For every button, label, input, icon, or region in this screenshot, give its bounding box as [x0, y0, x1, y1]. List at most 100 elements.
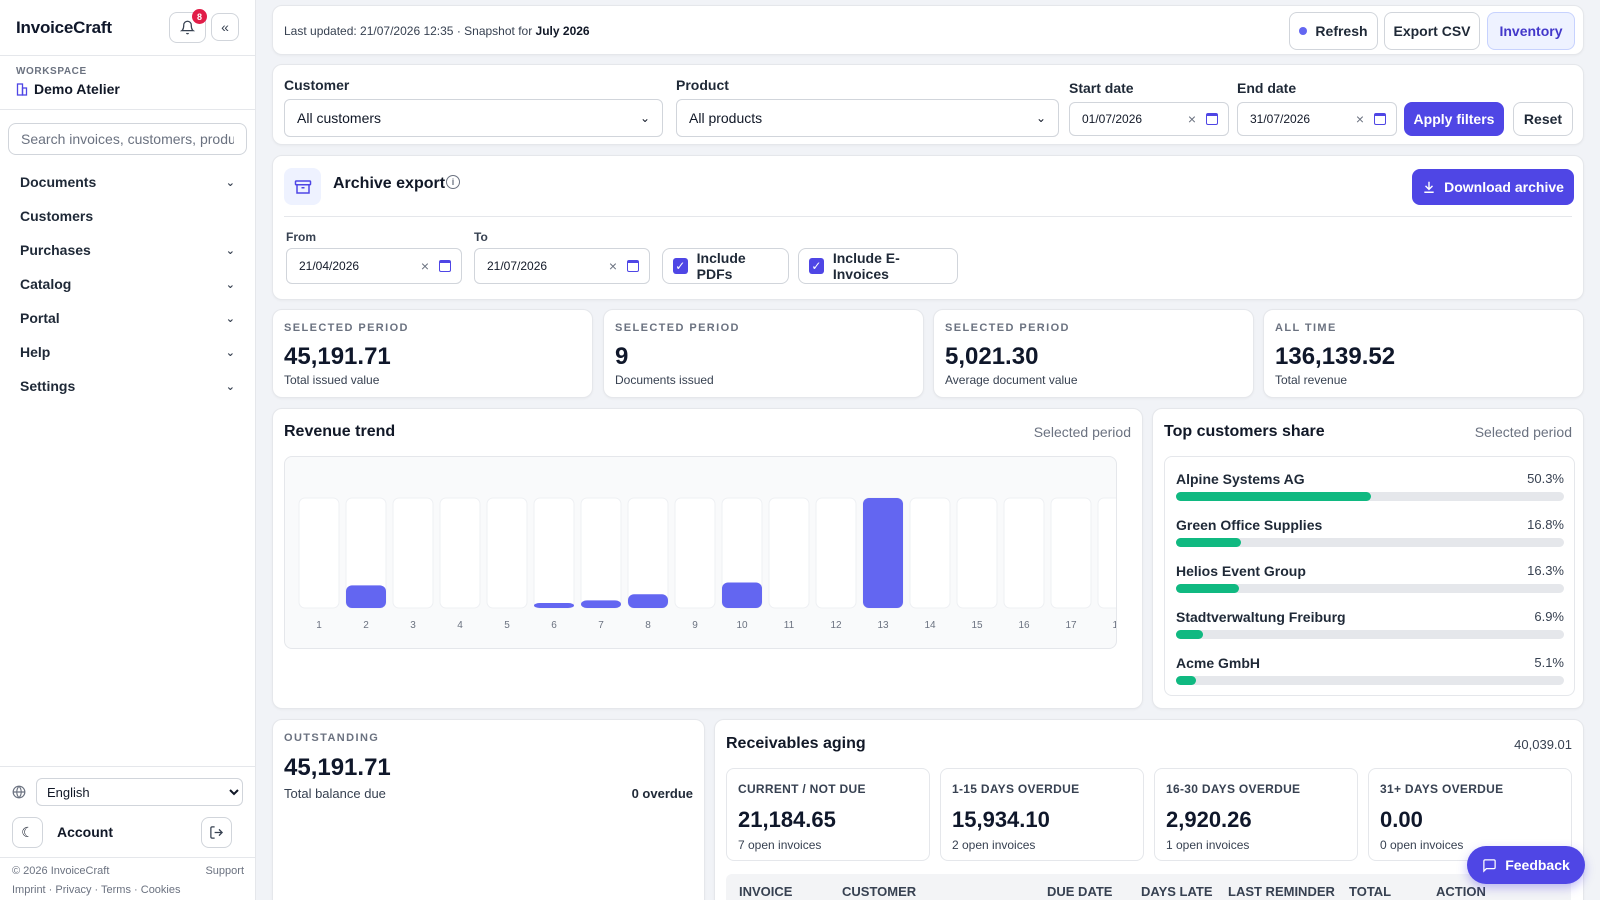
collapse-sidebar-button[interactable]: « [211, 13, 239, 41]
notifications-button[interactable]: 8 [169, 9, 207, 43]
archive-from-input[interactable]: 21/04/2026 × [286, 248, 462, 284]
calendar-icon[interactable] [1206, 113, 1218, 125]
customer-share-pct: 5.1% [1534, 655, 1564, 670]
aging-bucket-16-30: 16-30 DAYS OVERDUE 2,920.26 1 open invoi… [1154, 768, 1358, 861]
share-bar-track [1176, 676, 1564, 685]
revenue-bar-7[interactable] [581, 600, 621, 608]
nav-item-catalog[interactable]: Catalog ⌄ [0, 267, 255, 301]
x-tick-label: 15 [971, 620, 983, 631]
col-customer[interactable]: CUSTOMER [842, 884, 917, 899]
building-icon [16, 82, 28, 96]
clear-icon[interactable]: × [1187, 111, 1196, 127]
revenue-bar-2[interactable] [346, 585, 386, 608]
bar-track [1050, 497, 1092, 609]
share-bar-fill [1176, 492, 1372, 501]
sidebar: InvoiceCraft 8 « WORKSPACE Demo Atelier … [0, 0, 256, 900]
workspace-switcher[interactable]: WORKSPACE Demo Atelier [0, 56, 255, 110]
support-link[interactable]: Support [205, 865, 244, 877]
x-tick-label: 18 [1112, 620, 1117, 631]
customer-select[interactable]: All customers ⌄ [284, 99, 663, 137]
kpi-value: 136,139.52 [1275, 343, 1396, 370]
checkmark-icon: ✓ [673, 258, 688, 274]
end-date-input[interactable]: 31/07/2026 × [1237, 102, 1397, 136]
nav-item-label: Portal [20, 310, 60, 326]
kpi-card-total-issued: SELECTED PERIOD 45,191.71 Total issued v… [272, 309, 593, 398]
theme-toggle-button[interactable]: ☾ [12, 816, 43, 848]
archive-title: Archive export [333, 175, 446, 192]
chevron-down-icon: ⌄ [1035, 111, 1046, 125]
account-link[interactable]: Account [57, 824, 113, 840]
include-pdfs-checkbox[interactable]: ✓ Include PDFs [662, 248, 789, 284]
clear-icon[interactable]: × [420, 258, 429, 274]
col-action[interactable]: ACTION [1436, 884, 1486, 899]
apply-filters-button[interactable]: Apply filters [1404, 102, 1504, 136]
col-days-late[interactable]: DAYS LATE [1141, 884, 1213, 899]
customer-share-item: Stadtverwaltung Freiburg 6.9% [1176, 609, 1564, 639]
export-csv-button[interactable]: Export CSV [1384, 12, 1480, 50]
global-search-input[interactable] [8, 123, 247, 155]
nav-item-portal[interactable]: Portal ⌄ [0, 301, 255, 335]
calendar-icon[interactable] [627, 260, 639, 272]
col-due-date[interactable]: DUE DATE [1047, 884, 1113, 899]
feedback-button[interactable]: Feedback [1467, 846, 1585, 884]
clear-icon[interactable]: × [1355, 111, 1364, 127]
feedback-label: Feedback [1505, 857, 1570, 873]
sidebar-footer: © 2026 InvoiceCraft Support Imprint · Pri… [0, 857, 256, 900]
calendar-icon[interactable] [439, 260, 451, 272]
aging-title: Receivables aging [726, 735, 866, 752]
revenue-bar-8[interactable] [628, 594, 668, 608]
archive-to-input[interactable]: 21/07/2026 × [474, 248, 650, 284]
share-bar-track [1176, 538, 1564, 547]
revenue-bar-10[interactable] [722, 582, 762, 608]
nav-item-settings[interactable]: Settings ⌄ [0, 369, 255, 403]
x-tick-label: 11 [784, 620, 795, 631]
start-date-input[interactable]: 01/07/2026 × [1069, 102, 1229, 136]
nav-item-documents[interactable]: Documents ⌄ [0, 165, 255, 199]
customer-name: Helios Event Group [1176, 563, 1306, 579]
revenue-bar-6[interactable] [534, 603, 574, 608]
filters-panel: Customer All customers ⌄ Product All prod… [272, 64, 1584, 145]
bar-track [533, 497, 575, 609]
revenue-chart: 123456789101112131415161718 [284, 456, 1117, 649]
info-icon[interactable]: i [446, 175, 460, 189]
download-archive-button[interactable]: Download archive [1412, 169, 1574, 205]
archive-icon-wrap [284, 168, 321, 205]
nav-item-label: Help [20, 344, 51, 360]
brand-logo[interactable]: InvoiceCraft [16, 17, 112, 37]
chevron-down-icon: ⌄ [639, 111, 650, 125]
customer-select-value: All customers [297, 110, 382, 126]
col-total[interactable]: TOTAL [1349, 884, 1392, 899]
aging-bucket-value: 21,184.65 [738, 807, 836, 832]
revenue-bar-13[interactable] [863, 498, 903, 608]
calendar-icon[interactable] [1374, 113, 1386, 125]
start-date-label: Start date [1069, 80, 1134, 96]
product-select[interactable]: All products ⌄ [676, 99, 1059, 137]
reset-filters-button[interactable]: Reset [1513, 102, 1573, 136]
last-updated-text: Last updated: 21/07/2026 12:35 · Snapsho… [284, 24, 590, 38]
clear-icon[interactable]: × [608, 258, 617, 274]
sidebar-bottom: English ☾ Account © 2026 InvoiceCraft Sup… [0, 766, 256, 900]
include-einvoices-checkbox[interactable]: ✓ Include E-Invoices [798, 248, 958, 284]
moon-icon: ☾ [21, 823, 34, 840]
col-invoice[interactable]: INVOICE [739, 884, 793, 899]
customer-share-item: Green Office Supplies 16.8% [1176, 517, 1564, 547]
footer-links[interactable]: Imprint · Privacy · Terms · Cookies [12, 884, 181, 896]
nav-item-customers[interactable]: Customers [0, 199, 255, 233]
col-last-reminder[interactable]: LAST REMINDER [1228, 884, 1335, 899]
refresh-button[interactable]: Refresh [1289, 12, 1378, 50]
customer-share-item: Acme GmbH 5.1% [1176, 655, 1564, 685]
download-icon [1424, 181, 1434, 193]
kpi-sub: Average document value [945, 373, 1078, 387]
nav-item-help[interactable]: Help ⌄ [0, 335, 255, 369]
bar-track [909, 497, 951, 609]
inventory-button[interactable]: Inventory [1487, 12, 1575, 50]
download-label: Download archive [1444, 179, 1564, 195]
logout-button[interactable] [201, 816, 232, 848]
nav-item-label: Purchases [20, 242, 91, 258]
nav-item-purchases[interactable]: Purchases ⌄ [0, 233, 255, 267]
aging-bucket-label: 1-15 DAYS OVERDUE [952, 782, 1080, 796]
language-select[interactable]: English [36, 778, 243, 806]
refresh-label: Refresh [1315, 23, 1368, 39]
kpi-eyebrow: ALL TIME [1275, 322, 1337, 334]
aging-bucket-sub: 1 open invoices [1166, 838, 1250, 852]
